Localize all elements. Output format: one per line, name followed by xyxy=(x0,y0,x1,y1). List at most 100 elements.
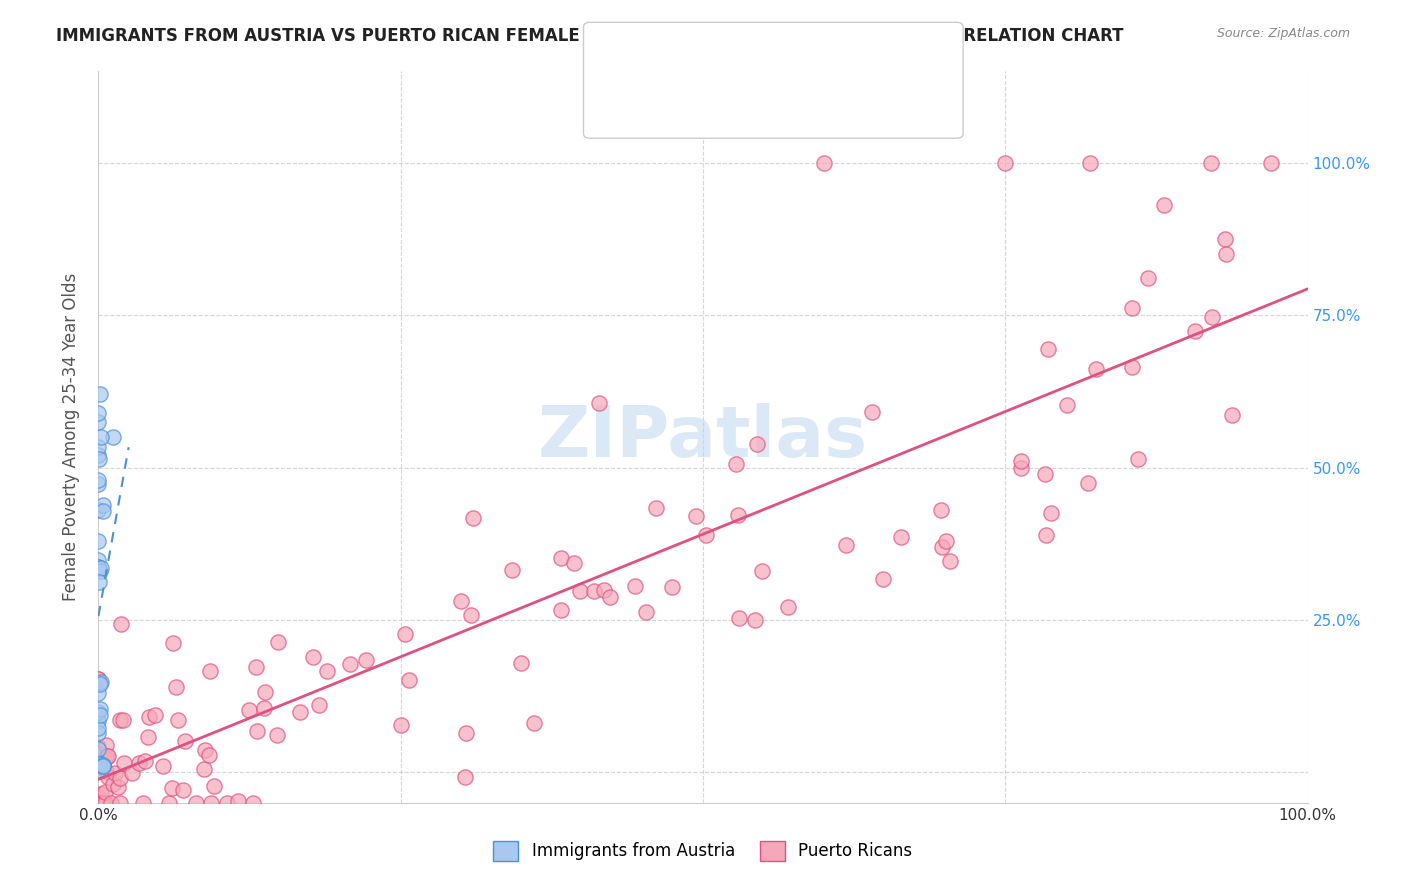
Point xyxy=(87,448,110,462)
Y-axis label: Female Poverty Among 25-34 Year Olds: Female Poverty Among 25-34 Year Olds xyxy=(62,273,80,601)
Text: R =: R = xyxy=(647,94,683,112)
Point xyxy=(96,749,118,764)
Point xyxy=(101,777,124,791)
Point xyxy=(202,779,225,793)
Text: 0.208: 0.208 xyxy=(682,52,740,70)
Point xyxy=(89,677,111,691)
Point xyxy=(138,710,160,724)
Point xyxy=(582,584,605,599)
Point xyxy=(245,660,267,674)
Point xyxy=(87,406,110,420)
Point xyxy=(89,702,111,716)
Point xyxy=(1010,461,1032,475)
Point xyxy=(87,726,110,740)
Point xyxy=(87,473,110,487)
Point xyxy=(1137,270,1160,285)
Point xyxy=(290,705,312,719)
Point xyxy=(935,534,957,549)
Point xyxy=(215,796,238,810)
Point xyxy=(661,581,683,595)
Point xyxy=(112,713,135,727)
Point xyxy=(91,757,114,772)
Point xyxy=(87,796,110,810)
Point xyxy=(727,508,749,522)
Point xyxy=(728,611,751,625)
Point xyxy=(87,673,110,687)
Point xyxy=(108,713,131,727)
Point xyxy=(134,755,156,769)
Point xyxy=(1078,155,1101,169)
Point xyxy=(238,703,260,717)
Point xyxy=(778,600,800,615)
Point xyxy=(994,155,1017,169)
Point xyxy=(834,538,856,552)
Point xyxy=(194,742,217,756)
Point xyxy=(87,790,110,805)
Point xyxy=(173,734,195,748)
Point xyxy=(1036,343,1059,357)
Point xyxy=(200,796,222,810)
Point xyxy=(1033,467,1056,481)
Point xyxy=(94,785,117,799)
Point xyxy=(132,796,155,810)
Point xyxy=(87,755,110,769)
Point xyxy=(872,573,894,587)
Point xyxy=(267,634,290,648)
Point xyxy=(685,508,707,523)
Text: 133: 133 xyxy=(799,94,837,112)
Point xyxy=(695,527,717,541)
Point xyxy=(1010,454,1032,468)
Point xyxy=(87,686,110,700)
Point xyxy=(89,452,111,467)
Point xyxy=(157,796,180,810)
Point xyxy=(100,796,122,810)
Point xyxy=(198,664,221,678)
Point xyxy=(599,591,621,605)
Point xyxy=(890,531,912,545)
Point xyxy=(108,796,131,810)
Point xyxy=(389,718,412,732)
Point xyxy=(172,783,194,797)
Text: N =: N = xyxy=(759,52,796,70)
Point xyxy=(94,738,117,752)
Point xyxy=(636,605,658,619)
Point xyxy=(751,565,773,579)
Point xyxy=(246,723,269,738)
Point xyxy=(96,751,118,765)
Point xyxy=(1128,451,1150,466)
Point xyxy=(89,561,111,575)
Point xyxy=(87,560,110,574)
Point xyxy=(308,698,330,713)
Point xyxy=(143,707,166,722)
Point xyxy=(1215,247,1237,261)
Point xyxy=(1121,360,1143,375)
Point xyxy=(1220,408,1243,422)
Point xyxy=(90,787,112,801)
Point xyxy=(184,796,207,810)
Point xyxy=(96,764,118,779)
Point xyxy=(460,607,482,622)
Point xyxy=(87,757,110,772)
Point xyxy=(1213,232,1236,246)
Text: R =: R = xyxy=(647,52,683,70)
Point xyxy=(87,441,110,455)
Point xyxy=(813,155,835,169)
Point xyxy=(91,759,114,773)
Point xyxy=(93,796,115,810)
Point xyxy=(87,756,110,771)
Point xyxy=(394,626,416,640)
Point xyxy=(90,796,112,810)
Point xyxy=(550,603,572,617)
Point xyxy=(87,742,110,756)
Point xyxy=(87,553,110,567)
Point xyxy=(162,635,184,649)
Point xyxy=(90,430,112,444)
Point xyxy=(398,673,420,688)
Text: 0.717: 0.717 xyxy=(682,94,738,112)
Text: Source: ZipAtlas.com: Source: ZipAtlas.com xyxy=(1216,27,1350,40)
Point xyxy=(87,503,110,517)
Point xyxy=(592,583,614,598)
Point xyxy=(87,739,110,754)
Point xyxy=(456,726,478,740)
Point xyxy=(929,503,952,517)
